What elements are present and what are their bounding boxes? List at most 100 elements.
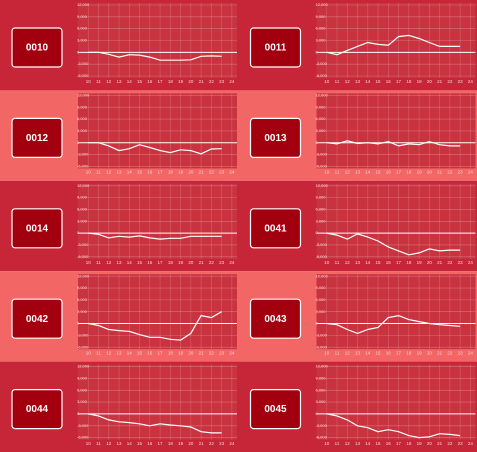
button[interactable] (249, 117, 302, 159)
x-tick-label: 14 (365, 441, 371, 446)
x-tick-label: 14 (127, 260, 133, 265)
y-tick-label: -6,000 (316, 344, 328, 349)
x-tick-label: 19 (178, 350, 184, 355)
x-tick-label: 20 (188, 441, 194, 446)
button-label[interactable]: 0043 (264, 314, 287, 325)
y-tick-label: 0 (316, 321, 319, 326)
button-label[interactable]: 0042 (26, 314, 49, 325)
x-tick-label: 24 (468, 79, 474, 84)
x-tick-label: 10 (86, 170, 92, 175)
x-tick-label: 24 (229, 441, 235, 446)
button[interactable] (11, 208, 63, 249)
button-label[interactable]: 0012 (26, 133, 49, 144)
y-tick-label: 9,000 (77, 14, 88, 19)
button-label[interactable]: 0041 (264, 223, 287, 234)
x-tick-label: 11 (96, 79, 101, 84)
button-label[interactable]: 0013 (264, 133, 287, 144)
x-tick-label: 23 (219, 441, 225, 446)
button-label[interactable]: 0011 (265, 43, 287, 54)
x-tick-label: 17 (396, 350, 402, 355)
x-tick-label: 17 (158, 170, 164, 175)
x-tick-label: 17 (396, 441, 402, 446)
x-tick-label: 24 (468, 260, 474, 265)
x-tick-label: 21 (199, 170, 205, 175)
x-tick-label: 12 (345, 260, 351, 265)
y-tick-label: 12,000 (77, 364, 90, 369)
y-tick-label: 9,000 (316, 14, 327, 19)
x-tick-label: 16 (147, 260, 153, 265)
x-tick-label: 13 (117, 79, 123, 84)
y-tick-label: 9,000 (77, 375, 88, 380)
x-tick-label: 19 (178, 79, 184, 84)
button-label[interactable]: 0044 (26, 404, 49, 415)
x-tick-label: 17 (158, 441, 164, 446)
y-tick-label: 9,000 (316, 104, 327, 109)
y-tick-label: 6,000 (316, 297, 327, 302)
x-tick-label: 21 (199, 260, 205, 265)
button-label[interactable]: 0010 (26, 43, 49, 54)
x-tick-label: 23 (458, 170, 464, 175)
x-tick-label: 21 (437, 170, 443, 175)
y-tick-label: -6,000 (316, 73, 328, 78)
x-tick-label: 21 (199, 350, 205, 355)
button[interactable] (11, 27, 63, 68)
x-tick-label: 18 (406, 441, 412, 446)
button[interactable] (249, 389, 302, 430)
y-tick-label: 12,000 (316, 273, 329, 278)
x-tick-label: 10 (86, 441, 92, 446)
plot-area (78, 364, 237, 440)
button[interactable] (249, 298, 302, 339)
y-tick-label: 6,000 (316, 387, 327, 392)
x-tick-label: 14 (365, 79, 371, 84)
x-tick-label: 19 (178, 260, 184, 265)
x-tick-label: 19 (178, 441, 184, 446)
x-tick-label: 19 (417, 79, 423, 84)
x-tick-label: 13 (117, 260, 123, 265)
x-tick-label: 15 (376, 260, 382, 265)
x-tick-label: 13 (355, 350, 361, 355)
x-tick-label: 11 (335, 441, 340, 446)
x-tick-label: 24 (229, 79, 235, 84)
plot-area (78, 183, 237, 259)
x-tick-label: 21 (437, 79, 443, 84)
button[interactable] (11, 117, 63, 159)
y-tick-label: 9,000 (316, 285, 327, 290)
y-tick-label: -6,000 (77, 163, 89, 168)
y-tick-label: 3,000 (77, 309, 88, 314)
x-tick-label: 11 (96, 441, 101, 446)
y-tick-label: -3,000 (316, 61, 328, 66)
x-tick-label: 22 (209, 260, 215, 265)
button[interactable] (11, 298, 63, 339)
x-tick-label: 10 (86, 350, 92, 355)
y-tick-label: 6,000 (77, 116, 88, 121)
y-tick-label: 9,000 (77, 195, 88, 200)
data-line (88, 142, 222, 155)
y-tick-label: 12,000 (316, 92, 329, 97)
x-tick-label: 23 (219, 260, 225, 265)
y-tick-label: -3,000 (77, 423, 89, 428)
y-tick-label: 12,000 (77, 183, 90, 188)
x-tick-label: 15 (376, 170, 382, 175)
x-tick-label: 11 (335, 260, 340, 265)
button[interactable] (249, 208, 302, 249)
y-tick-label: 0 (77, 411, 80, 416)
plot-area (316, 274, 476, 350)
x-tick-label: 20 (427, 260, 433, 265)
y-tick-label: 12,000 (316, 364, 329, 369)
button-label[interactable]: 0045 (264, 404, 287, 415)
button[interactable] (11, 389, 63, 430)
y-tick-label: -3,000 (77, 242, 89, 247)
x-tick-label: 12 (345, 350, 351, 355)
button[interactable] (249, 27, 302, 68)
x-tick-label: 10 (324, 441, 330, 446)
x-tick-label: 23 (219, 170, 225, 175)
y-tick-label: 0 (77, 321, 80, 326)
button-label[interactable]: 0014 (26, 223, 49, 234)
data-line (88, 51, 222, 61)
x-tick-label: 22 (447, 441, 453, 446)
y-tick-label: -6,000 (316, 254, 328, 259)
y-tick-label: 3,000 (316, 399, 327, 404)
y-tick-label: -3,000 (77, 61, 89, 66)
y-tick-label: -6,000 (77, 73, 89, 78)
